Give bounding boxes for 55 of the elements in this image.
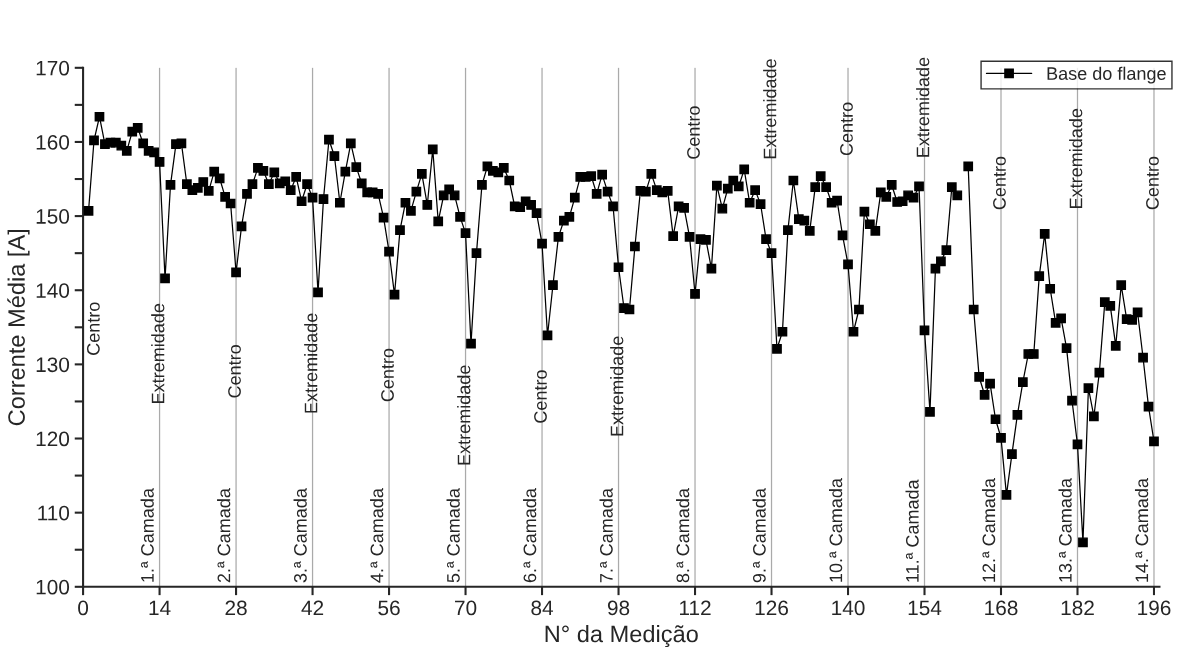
- annotation: Extremidade: [1069, 108, 1083, 208]
- ref-line-label: 5.ª Camada: [446, 488, 460, 583]
- x-tick-label: 112: [680, 600, 711, 616]
- ref-line-label: 13.ª Camada: [1058, 478, 1072, 582]
- ref-line-label: 1.ª Camada: [140, 488, 154, 582]
- x-tick-label: 154: [908, 600, 942, 616]
- x-tick-label: 14: [149, 600, 171, 616]
- x-tick-label: 42: [301, 600, 324, 616]
- ref-line-label: 14.ª Camada: [1134, 478, 1149, 582]
- annotation: Extremidade: [457, 365, 471, 465]
- x-tick-label: 140: [832, 600, 865, 616]
- ref-line-label: 11.ª Camada: [905, 479, 919, 582]
- ref-line-label: 10.ª Camada: [829, 478, 843, 582]
- annotation: Centro: [534, 370, 547, 423]
- ref-line-label: 9.ª Camada: [752, 488, 766, 583]
- y-tick-label: 170: [36, 60, 70, 76]
- x-tick-label: 168: [985, 600, 1018, 616]
- x-tick-label: 56: [378, 600, 400, 616]
- ref-line-label: 3.ª Camada: [293, 488, 307, 583]
- annotation: Centro: [840, 102, 853, 156]
- annotation: Extremidade: [610, 336, 624, 436]
- y-tick-label: 100: [36, 579, 70, 595]
- ref-line-label: 4.ª Camada: [370, 488, 384, 583]
- x-tick-label: 182: [1061, 600, 1094, 616]
- x-tick-label: 126: [755, 600, 788, 616]
- y-tick-label: 110: [38, 505, 70, 521]
- x-tick-label: 196: [1138, 600, 1171, 616]
- annotation: Extremidade: [763, 59, 777, 159]
- ref-line-label: 12.ª Camada: [981, 478, 996, 582]
- y-tick-label: 120: [36, 431, 70, 447]
- annotation: Centro: [993, 156, 1006, 210]
- ref-line-label: 2.ª Camada: [217, 488, 231, 583]
- x-tick-label: 70: [455, 600, 477, 616]
- x-tick-label: 84: [531, 600, 554, 616]
- x-tick-label: 28: [225, 600, 247, 616]
- annotation: Centro: [687, 106, 700, 159]
- annotation: Extremidade: [304, 313, 318, 413]
- y-tick-label: 160: [36, 134, 70, 150]
- y-tick-label: 140: [36, 283, 70, 298]
- annotation: Centro: [381, 348, 394, 402]
- x-tick-label: 98: [607, 600, 630, 616]
- y-axis-title: Corrente Média [A]: [7, 229, 30, 426]
- y-tick-label: 150: [36, 209, 70, 224]
- x-axis-title: N° da Medição: [545, 624, 698, 648]
- ref-line-label: 8.ª Camada: [676, 488, 690, 583]
- annotation: Extremidade: [916, 57, 930, 157]
- x-tick-label: 0: [78, 600, 89, 616]
- annotation: Extremidade: [151, 303, 165, 403]
- ref-line-label: 6.ª Camada: [523, 488, 537, 583]
- ref-line-label: 7.ª Camada: [599, 488, 613, 583]
- legend-label: Base do flange: [1047, 66, 1166, 84]
- annotation: Centro: [86, 302, 100, 355]
- annotation: Centro: [1146, 156, 1159, 210]
- y-tick-label: 130: [36, 357, 70, 373]
- annotation: Centro: [228, 345, 241, 398]
